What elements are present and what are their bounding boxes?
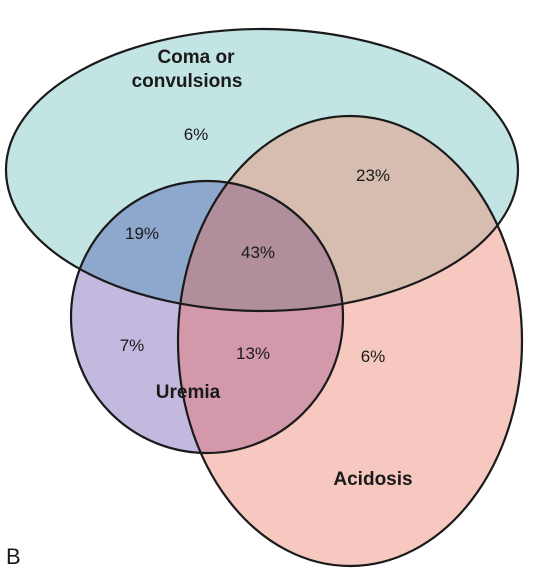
acidosis-label: Acidosis — [333, 469, 412, 490]
uremia-outline — [69, 179, 345, 455]
all-three-pct: 43% — [241, 243, 275, 262]
coma-uremia-pct: 19% — [125, 224, 159, 243]
coma-outline — [4, 27, 520, 313]
coma-label-line2: convulsions — [132, 71, 243, 92]
coma-acidosis-pct: 23% — [356, 166, 390, 185]
panel-label: B — [6, 544, 21, 569]
all-three-overlap — [178, 181, 343, 311]
acidosis-outline — [176, 114, 524, 568]
uremia-acidosis-pct: 13% — [236, 344, 270, 363]
uremia-only-pct: 7% — [120, 336, 145, 355]
acidosis-only-pct: 6% — [361, 347, 386, 366]
coma-only-pct: 6% — [184, 125, 209, 144]
uremia-label: Uremia — [156, 382, 221, 403]
coma-label-line1: Coma or — [157, 47, 235, 68]
